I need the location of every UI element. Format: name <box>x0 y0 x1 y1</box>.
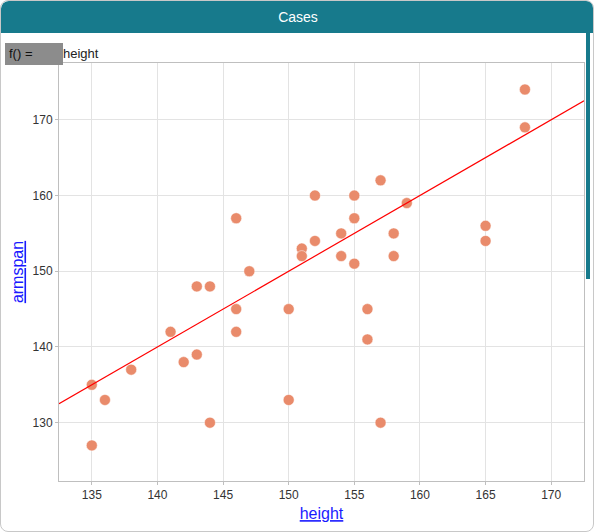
svg-text:170: 170 <box>33 113 53 127</box>
svg-text:150: 150 <box>33 264 53 278</box>
svg-text:140: 140 <box>147 488 167 502</box>
svg-text:155: 155 <box>344 488 364 502</box>
svg-text:150: 150 <box>279 488 299 502</box>
svg-text:armspan: armspan <box>9 241 26 303</box>
svg-text:160: 160 <box>410 488 430 502</box>
svg-text:170: 170 <box>541 488 561 502</box>
html-text:height: height <box>63 46 99 61</box>
svg-text:165: 165 <box>476 488 496 502</box>
html-text:f() =: f() = <box>9 46 33 61</box>
svg-text:145: 145 <box>213 488 233 502</box>
svg-text:130: 130 <box>33 416 53 430</box>
svg-text:160: 160 <box>33 189 53 203</box>
svg-text:140: 140 <box>33 340 53 354</box>
svg-text:135: 135 <box>82 488 102 502</box>
svg-text:height: height <box>300 505 344 522</box>
html-text:Cases: Cases <box>278 9 318 25</box>
